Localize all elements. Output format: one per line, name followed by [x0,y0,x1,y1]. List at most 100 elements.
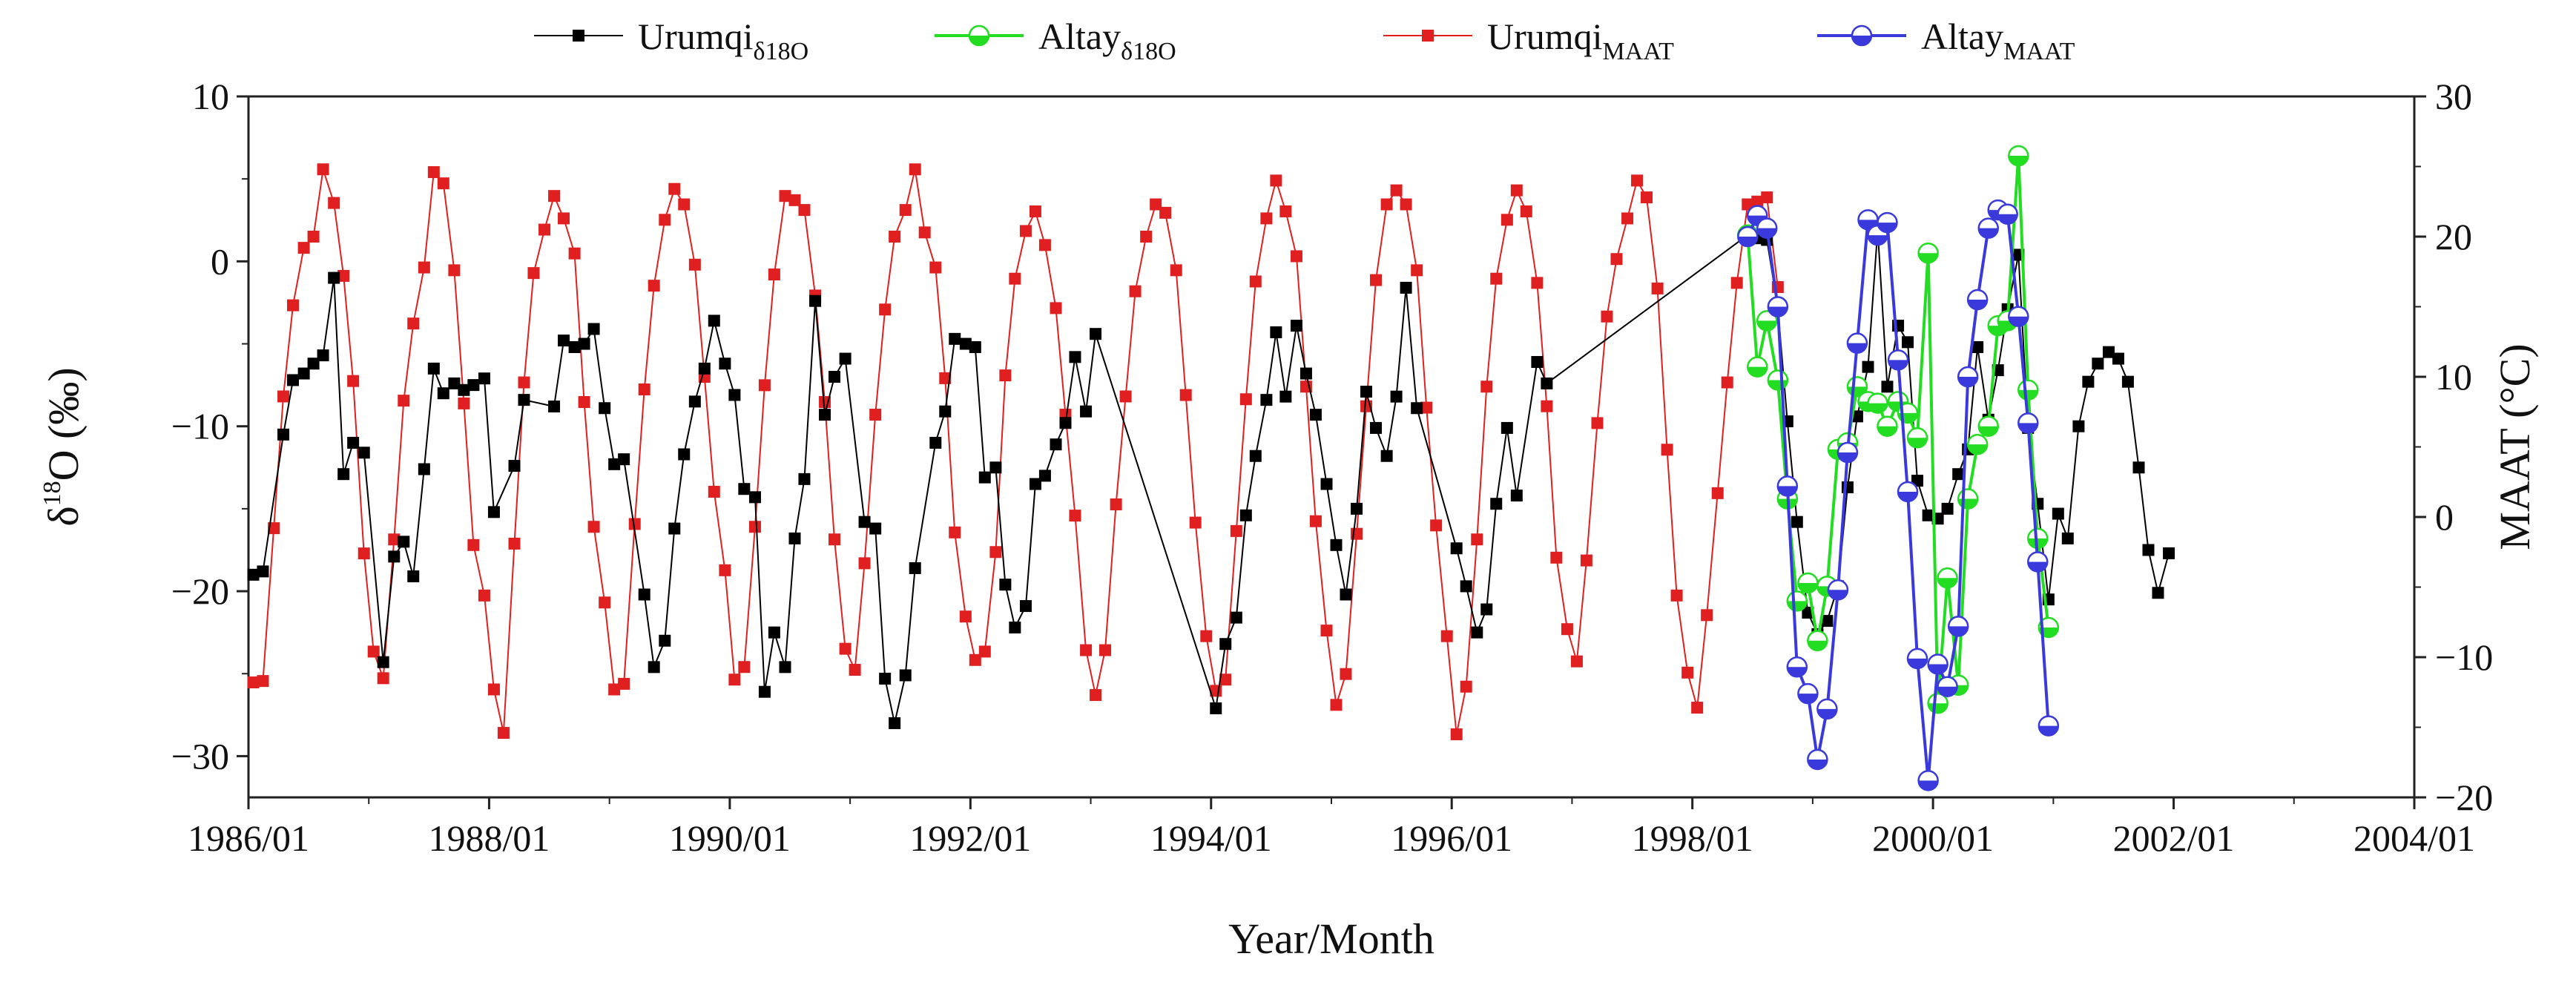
data-point [719,564,731,576]
data-point [1550,551,1563,564]
data-point [1927,653,1949,675]
data-point [1080,644,1093,656]
data-point [1390,390,1403,403]
data-point [1230,524,1242,537]
data-point [1219,638,1232,651]
data-point [1730,277,1743,289]
x-tick-label: 1994/01 [1150,817,1272,859]
data-point [659,634,671,647]
data-point [1971,340,1984,353]
data-point [247,568,260,581]
data-point [1957,366,1979,388]
data-point [768,269,780,281]
data-point [1807,630,1828,652]
data-point [999,369,1012,382]
data-point [1019,600,1032,613]
data-point [1370,421,1383,434]
data-point [1767,296,1789,317]
data-point [1977,217,1999,239]
data-point [929,261,942,274]
right-tick-label: 10 [2435,356,2472,398]
x-tick-label: 1996/01 [1391,817,1512,859]
data-point [1330,699,1343,711]
data-point [599,402,611,415]
data-point [2017,412,2039,434]
data-point [1767,369,1789,391]
data-point [869,522,882,535]
data-point [1299,367,1312,380]
data-point [1897,481,1919,503]
data-point [1309,515,1322,527]
data-point [738,483,751,495]
data-point [1090,328,1102,340]
data-point [437,177,449,190]
data-point [1922,509,1934,521]
data-point [1631,174,1644,187]
data-point [1797,572,1819,594]
data-point [1756,217,1778,239]
data-point [287,299,300,312]
data-point [708,485,720,498]
data-point [929,436,942,449]
data-point [2052,507,2064,520]
data-point [758,685,771,698]
data-point [978,471,991,484]
data-point [909,561,921,574]
data-point [1119,390,1132,403]
data-point [1821,615,1834,628]
data-point [538,223,551,236]
data-point [1837,441,1859,464]
data-point [568,247,581,260]
data-point [1279,205,1292,217]
data-point [1200,630,1213,642]
left-tick-label: −10 [171,406,229,447]
data-point [2061,532,2074,544]
data-point [889,717,901,729]
data-point [1906,648,1928,670]
data-point [1320,478,1333,490]
data-point [659,214,671,226]
data-point [448,377,461,389]
data-point [558,212,570,225]
data-point [578,396,590,409]
data-point [1737,225,1759,248]
data-point [798,472,811,485]
data-point [688,395,701,408]
data-point [1937,567,1958,589]
data-point [478,372,490,385]
series-line [253,168,1779,735]
data-point [1370,274,1383,286]
data-point [1711,487,1724,499]
right-axis-title: MAAT (°C) [2491,343,2539,550]
data-point [1460,680,1472,693]
data-point [1480,381,1493,393]
data-point [608,683,621,696]
data-point [1279,390,1292,403]
data-point [1450,542,1463,555]
data-point [1069,351,1081,363]
data-point [1490,498,1503,510]
legend-label: Altayδ18O [1038,16,1176,65]
data-point [1501,214,1513,226]
data-point [277,428,290,441]
data-point [1340,668,1352,680]
data-point [1189,516,1202,529]
data-point [1966,289,1989,311]
data-point [548,190,561,202]
data-point [337,269,350,282]
data-point [1330,539,1343,551]
data-point [1501,421,1513,434]
data-point [879,672,892,685]
legend-label: Urumqiδ18O [638,16,808,65]
x-tick-label: 2002/01 [2113,817,2235,859]
data-point [1747,356,1768,378]
data-point [587,323,600,335]
x-tick-label: 1988/01 [428,817,550,859]
data-point [527,267,540,280]
data-point [1742,198,1754,211]
legend-label: UrumqiMAAT [1487,16,1674,65]
left-tick-label: −20 [171,570,229,612]
data-point [1887,349,1909,371]
data-point [949,332,961,345]
left-axis-title: δ18O (‰) [39,367,88,526]
